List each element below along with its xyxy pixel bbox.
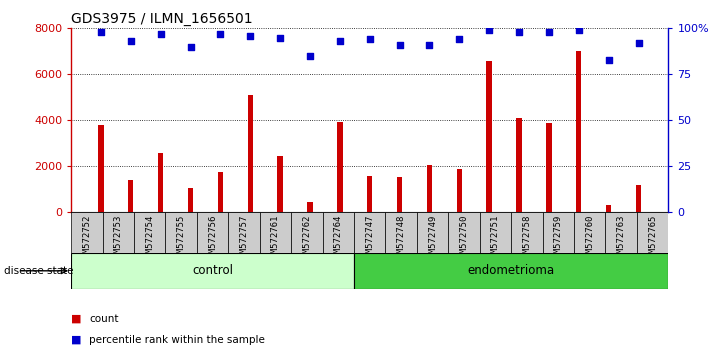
Text: disease state: disease state xyxy=(4,266,73,276)
Bar xyxy=(574,212,606,253)
Point xyxy=(543,29,555,35)
Bar xyxy=(606,205,611,212)
Point xyxy=(185,44,196,50)
Point xyxy=(155,31,166,37)
Bar xyxy=(128,180,134,212)
Text: GSM572748: GSM572748 xyxy=(397,215,406,263)
Bar xyxy=(636,185,641,212)
Bar xyxy=(323,212,354,253)
Point xyxy=(215,31,226,37)
Text: ■: ■ xyxy=(71,335,82,345)
Point xyxy=(454,36,465,42)
Bar xyxy=(260,212,291,253)
Text: GSM572753: GSM572753 xyxy=(114,215,123,263)
Text: GSM572749: GSM572749 xyxy=(428,215,437,263)
Bar xyxy=(247,95,253,212)
Bar xyxy=(546,123,552,212)
Point xyxy=(394,42,405,48)
Text: ■: ■ xyxy=(71,314,82,324)
Text: GSM572756: GSM572756 xyxy=(208,215,217,263)
Bar xyxy=(197,212,228,253)
Bar xyxy=(417,212,449,253)
Bar xyxy=(542,212,574,253)
Bar xyxy=(397,177,402,212)
Point xyxy=(424,42,435,48)
Text: GSM572763: GSM572763 xyxy=(616,215,626,263)
Point xyxy=(304,53,316,59)
Bar xyxy=(606,212,637,253)
Bar xyxy=(354,253,668,289)
Bar xyxy=(449,212,480,253)
Bar xyxy=(188,188,193,212)
Point xyxy=(603,57,614,62)
Text: GSM572750: GSM572750 xyxy=(459,215,469,263)
Point xyxy=(364,36,375,42)
Point xyxy=(483,27,495,33)
Text: GSM572764: GSM572764 xyxy=(333,215,343,263)
Point xyxy=(513,29,525,35)
Bar xyxy=(480,212,511,253)
Point xyxy=(125,38,137,44)
Bar xyxy=(354,212,385,253)
Point xyxy=(95,29,107,35)
Bar xyxy=(98,125,104,212)
Text: count: count xyxy=(89,314,118,324)
Bar xyxy=(576,51,582,212)
Bar xyxy=(291,212,323,253)
Text: GSM572752: GSM572752 xyxy=(82,215,91,263)
Point xyxy=(245,33,256,39)
Text: GSM572765: GSM572765 xyxy=(648,215,657,263)
Bar xyxy=(427,165,432,212)
Bar xyxy=(385,212,417,253)
Text: GDS3975 / ILMN_1656501: GDS3975 / ILMN_1656501 xyxy=(71,12,252,26)
Bar xyxy=(511,212,542,253)
Bar xyxy=(277,156,283,212)
Bar xyxy=(307,202,313,212)
Bar xyxy=(456,169,462,212)
Bar xyxy=(166,212,197,253)
Bar xyxy=(486,61,492,212)
Text: GSM572758: GSM572758 xyxy=(523,215,531,263)
Text: GSM572762: GSM572762 xyxy=(302,215,311,263)
Bar xyxy=(228,212,260,253)
Text: GSM572754: GSM572754 xyxy=(145,215,154,263)
Bar xyxy=(637,212,668,253)
Point xyxy=(274,35,286,40)
Bar xyxy=(158,153,164,212)
Text: GSM572755: GSM572755 xyxy=(176,215,186,263)
Text: GSM572757: GSM572757 xyxy=(240,215,248,263)
Bar xyxy=(71,212,102,253)
Bar xyxy=(134,212,166,253)
Bar xyxy=(71,253,354,289)
Text: GSM572751: GSM572751 xyxy=(491,215,500,263)
Point xyxy=(573,27,584,33)
Bar xyxy=(102,212,134,253)
Bar xyxy=(516,118,522,212)
Bar xyxy=(218,172,223,212)
Text: GSM572747: GSM572747 xyxy=(365,215,374,263)
Text: percentile rank within the sample: percentile rank within the sample xyxy=(89,335,264,345)
Text: endometrioma: endometrioma xyxy=(468,264,555,277)
Bar xyxy=(367,176,373,212)
Point xyxy=(633,40,644,46)
Text: GSM572760: GSM572760 xyxy=(585,215,594,263)
Text: GSM572759: GSM572759 xyxy=(554,215,563,263)
Bar xyxy=(337,121,343,212)
Text: control: control xyxy=(192,264,233,277)
Point xyxy=(334,38,346,44)
Text: GSM572761: GSM572761 xyxy=(271,215,280,263)
